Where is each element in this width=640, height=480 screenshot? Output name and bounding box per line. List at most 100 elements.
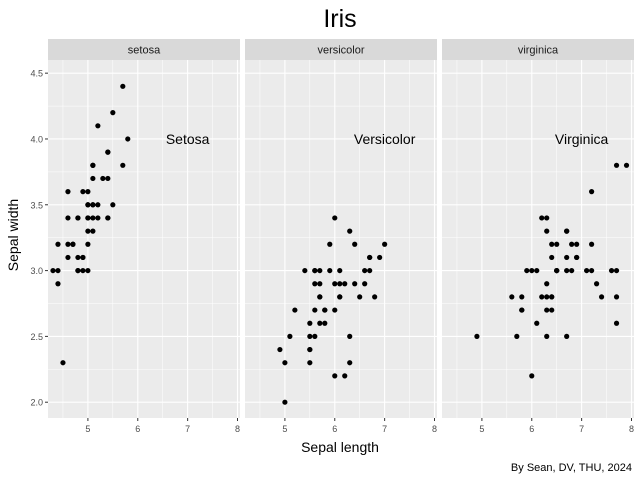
data-point: [352, 281, 358, 287]
data-point: [65, 215, 71, 221]
x-tick-label: 6: [332, 424, 337, 434]
x-axis-ticks: 5 6 7 8: [85, 418, 240, 434]
data-point: [564, 228, 570, 234]
data-point: [110, 202, 116, 208]
data-point: [608, 267, 615, 274]
x-tick-label: 7: [579, 424, 584, 434]
y-tick-label: 4.0: [30, 134, 43, 144]
chart-caption: By Sean, DV, THU, 2024: [511, 462, 632, 474]
data-point: [539, 294, 545, 300]
data-point: [372, 294, 378, 300]
data-point: [564, 254, 570, 261]
y-axis-label: Sepal width: [5, 199, 21, 271]
data-point: [549, 294, 555, 300]
y-tick-label: 4.5: [30, 69, 43, 79]
data-point: [75, 215, 81, 221]
data-point: [55, 267, 61, 274]
data-point: [589, 189, 595, 195]
data-point: [90, 202, 96, 208]
x-tick-label: 6: [135, 424, 140, 434]
panel-annotation: Virginica: [555, 131, 609, 147]
data-point: [544, 228, 550, 234]
data-point: [332, 307, 338, 313]
data-point: [589, 267, 595, 274]
facet-panel-setosa: setosa 5 6 7 8 Setosa: [48, 39, 240, 434]
data-point: [554, 267, 560, 274]
data-point: [564, 267, 570, 274]
x-tick-label: 5: [85, 424, 90, 434]
x-axis-ticks: 5 6 7 8: [479, 418, 634, 434]
data-point: [593, 281, 600, 287]
data-point: [347, 333, 353, 339]
y-tick-label: 3.0: [30, 266, 43, 276]
data-point: [509, 294, 515, 300]
data-point: [65, 254, 71, 261]
data-point: [307, 346, 313, 353]
data-point: [534, 320, 540, 326]
data-point: [549, 254, 555, 261]
data-point: [539, 215, 545, 221]
x-tick-label: 7: [185, 424, 190, 434]
data-point: [347, 228, 353, 234]
data-point: [529, 267, 535, 274]
panel-annotation: Versicolor: [354, 131, 416, 147]
facet-strip-label: versicolor: [317, 45, 364, 57]
data-point: [584, 267, 590, 274]
data-point: [80, 254, 86, 261]
data-point: [75, 254, 81, 261]
facet-panel-virginica: virginica 5 6 7 8 Virginica: [442, 39, 634, 434]
data-point: [100, 175, 106, 182]
data-point: [282, 399, 288, 405]
x-axis-ticks: 5 6 7 8: [282, 418, 437, 434]
data-point: [589, 241, 595, 247]
data-point: [332, 281, 338, 287]
data-point: [514, 333, 520, 339]
data-point: [367, 267, 373, 274]
facet-strip-setosa: [48, 39, 240, 60]
data-point: [60, 360, 66, 366]
data-point: [569, 241, 575, 247]
x-tick-label: 8: [235, 424, 240, 434]
data-point: [312, 267, 318, 274]
data-point: [95, 123, 101, 129]
data-point: [312, 307, 318, 313]
data-point: [317, 281, 323, 287]
data-point: [613, 162, 620, 168]
data-point: [322, 320, 328, 326]
facet-panel-versicolor: versicolor 5 6 7 8 Versicolor: [245, 39, 437, 434]
facet-strip-versicolor: [245, 39, 437, 60]
data-point: [574, 241, 580, 247]
data-point: [342, 373, 348, 379]
data-point: [120, 83, 126, 89]
data-point: [549, 307, 555, 313]
data-point: [598, 294, 605, 300]
data-point: [302, 267, 308, 274]
data-point: [307, 360, 313, 366]
facet-strip-label: setosa: [128, 45, 161, 57]
data-points-virginica: [474, 162, 630, 379]
data-point: [569, 267, 575, 274]
data-point: [529, 373, 535, 379]
data-point: [337, 267, 343, 274]
data-point: [474, 333, 480, 339]
data-point: [367, 254, 373, 261]
data-point: [90, 162, 96, 168]
data-point: [544, 294, 550, 300]
data-point: [75, 267, 81, 274]
panel-background: [245, 60, 437, 418]
data-point: [362, 267, 368, 274]
data-point: [613, 294, 620, 300]
data-point: [65, 189, 71, 195]
data-point: [105, 149, 111, 155]
panel-background: [442, 60, 634, 418]
data-point: [327, 267, 333, 274]
data-point: [357, 294, 363, 300]
data-point: [574, 254, 580, 261]
data-point: [80, 267, 86, 274]
data-point: [322, 307, 328, 313]
data-point: [65, 241, 71, 247]
facet-strip-virginica: [442, 39, 634, 60]
data-point: [307, 333, 313, 339]
data-point: [327, 241, 333, 247]
data-point: [292, 307, 298, 313]
